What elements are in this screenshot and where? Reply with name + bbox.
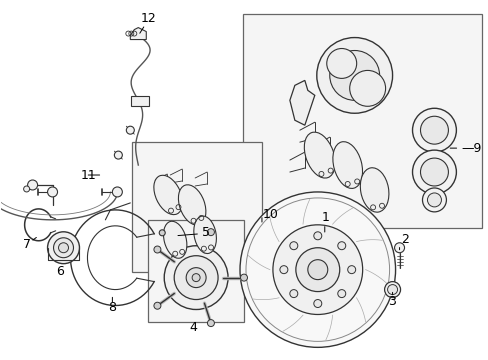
- Circle shape: [326, 49, 356, 78]
- Ellipse shape: [178, 185, 205, 225]
- Circle shape: [154, 302, 161, 309]
- Bar: [243, 14, 481, 228]
- Circle shape: [349, 71, 385, 106]
- Circle shape: [240, 192, 395, 347]
- Circle shape: [279, 266, 287, 274]
- Circle shape: [384, 282, 400, 298]
- Circle shape: [27, 180, 38, 190]
- Circle shape: [240, 274, 247, 281]
- Circle shape: [154, 246, 161, 253]
- Text: 5: 5: [202, 226, 210, 239]
- Circle shape: [289, 242, 297, 250]
- Polygon shape: [289, 80, 314, 125]
- Circle shape: [313, 300, 321, 307]
- Circle shape: [59, 243, 68, 253]
- Circle shape: [329, 50, 379, 100]
- Text: 12: 12: [140, 12, 156, 25]
- Circle shape: [174, 256, 218, 300]
- Text: 11: 11: [81, 168, 96, 181]
- Circle shape: [47, 232, 80, 264]
- Circle shape: [112, 187, 122, 197]
- Text: 10: 10: [263, 208, 278, 221]
- Polygon shape: [130, 28, 146, 40]
- Circle shape: [427, 193, 441, 207]
- Ellipse shape: [332, 142, 362, 188]
- Text: —9: —9: [461, 141, 481, 155]
- Circle shape: [289, 289, 297, 298]
- Bar: [130, 96, 148, 106]
- Circle shape: [412, 108, 455, 152]
- Ellipse shape: [163, 221, 186, 258]
- Circle shape: [387, 285, 397, 294]
- Circle shape: [207, 229, 214, 236]
- Circle shape: [422, 188, 446, 212]
- Circle shape: [394, 243, 404, 253]
- Circle shape: [313, 232, 321, 240]
- Circle shape: [412, 150, 455, 194]
- Circle shape: [47, 187, 58, 197]
- Circle shape: [316, 37, 392, 113]
- Circle shape: [420, 116, 447, 144]
- Text: 7: 7: [22, 238, 31, 251]
- Text: 2: 2: [401, 233, 408, 246]
- Bar: [132, 142, 262, 272]
- Bar: [148, 220, 244, 323]
- Circle shape: [53, 238, 73, 258]
- Circle shape: [337, 242, 345, 250]
- Text: 6: 6: [57, 265, 64, 278]
- Circle shape: [114, 151, 122, 159]
- Circle shape: [23, 186, 30, 192]
- Circle shape: [192, 274, 200, 282]
- Text: 8: 8: [108, 301, 116, 314]
- Circle shape: [420, 158, 447, 186]
- Circle shape: [272, 225, 362, 315]
- Circle shape: [164, 246, 227, 310]
- Circle shape: [186, 268, 205, 288]
- Circle shape: [207, 320, 214, 327]
- Circle shape: [307, 260, 327, 280]
- Ellipse shape: [304, 132, 335, 178]
- Circle shape: [295, 248, 339, 292]
- Circle shape: [159, 230, 165, 236]
- Text: 4: 4: [189, 321, 197, 334]
- Circle shape: [347, 266, 355, 274]
- Ellipse shape: [154, 175, 182, 215]
- Text: 3: 3: [387, 295, 395, 308]
- Ellipse shape: [193, 216, 216, 253]
- Circle shape: [337, 289, 345, 298]
- Text: 1: 1: [321, 211, 329, 224]
- Circle shape: [126, 126, 134, 134]
- Ellipse shape: [360, 168, 388, 212]
